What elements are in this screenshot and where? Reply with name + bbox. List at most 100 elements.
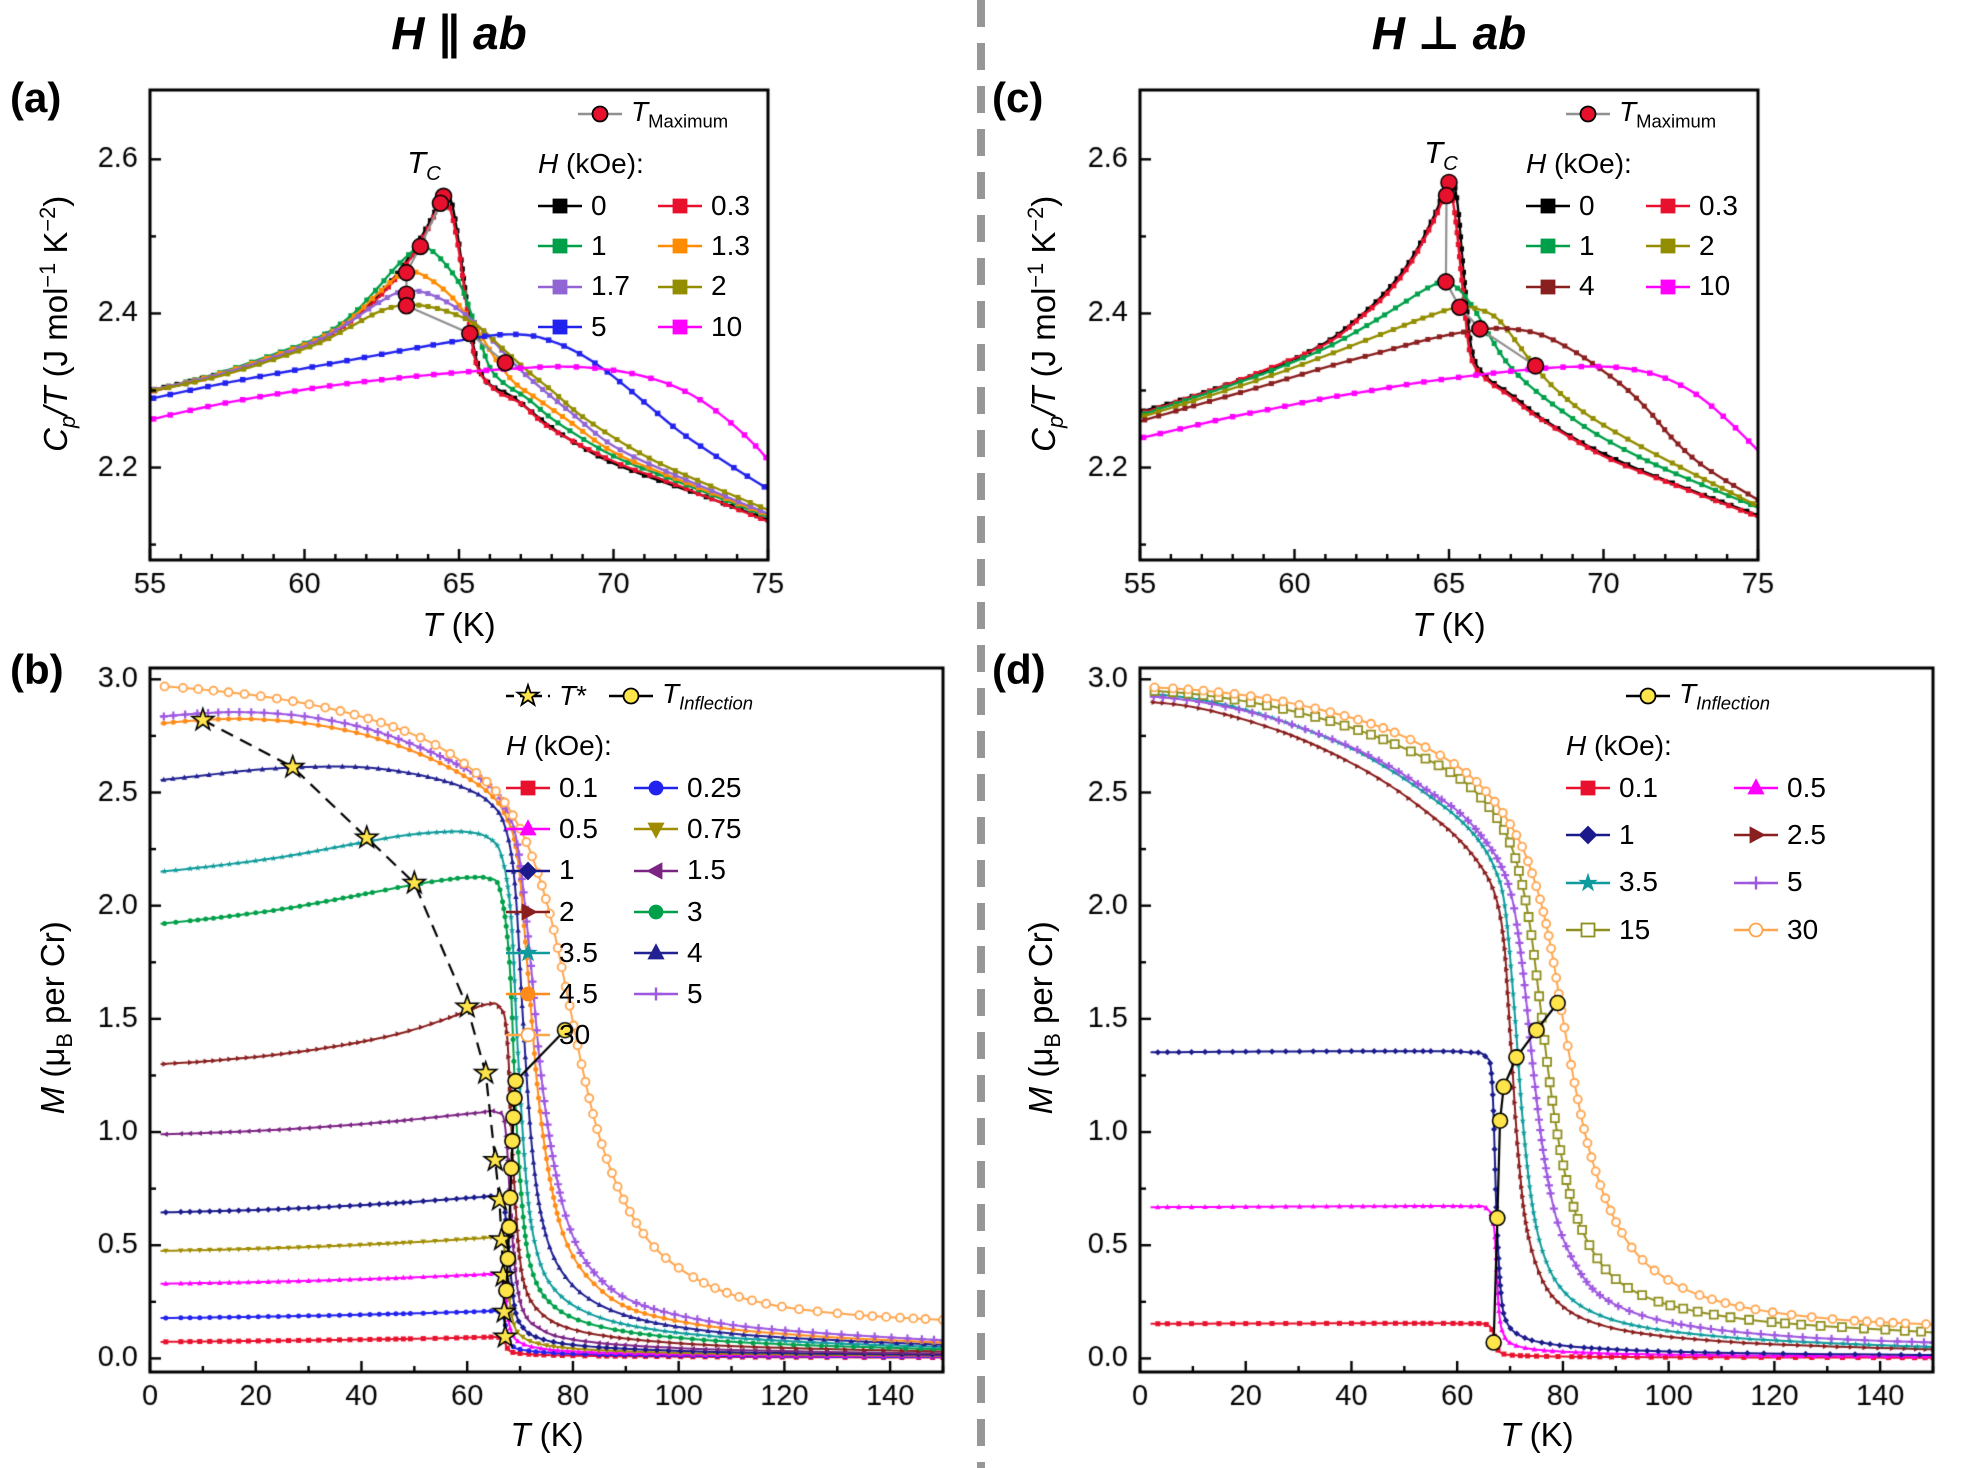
triangle-right-legend-swatch-icon <box>506 902 550 921</box>
legend-entry-label: 5 <box>1787 866 1803 898</box>
triangle-up-legend-swatch-icon <box>1734 778 1778 795</box>
legend-entry: 0.5 <box>504 813 632 845</box>
legend-entry: 0 <box>536 190 656 222</box>
legend-entry-label: 1 <box>1579 230 1595 262</box>
legend-entry-label: 2 <box>1699 230 1715 262</box>
circle-legend-swatch-icon <box>1566 105 1610 123</box>
legend-entry-label: 30 <box>1787 913 1819 945</box>
square-legend-swatch-icon <box>1646 279 1690 294</box>
legend-entry-label: 0 <box>591 190 607 222</box>
legend-entry: 1.7 <box>536 270 656 302</box>
legend-special-label: T* <box>559 679 588 711</box>
square-legend-swatch-icon <box>1526 238 1570 254</box>
legend-entry: 2.5 <box>1732 819 1882 851</box>
legend-entry-label: 10 <box>711 310 743 342</box>
legend-entry-label: 15 <box>1619 913 1651 945</box>
square-open-legend-swatch-icon <box>1566 922 1610 938</box>
legend-field-header: H (kOe): <box>1526 147 1632 179</box>
legend-entry-label: 1.3 <box>711 230 750 262</box>
plus-legend-swatch-icon <box>634 987 678 1001</box>
legend-field-header: H (kOe): <box>1566 729 1672 761</box>
circle-legend-swatch-icon <box>1626 687 1670 705</box>
legend-entry-label: 2 <box>559 895 575 927</box>
plus-legend-swatch-icon <box>1734 876 1778 889</box>
legend-entry: 3 <box>632 896 772 928</box>
legend-entry-label: 5 <box>591 310 607 342</box>
circle-open-legend-swatch-icon <box>506 1027 550 1043</box>
legend-field-header: H (kOe): <box>538 147 644 179</box>
square-legend-swatch-icon <box>658 238 702 254</box>
panel-b-y-axis-title: M (μB per Cr) <box>34 921 77 1115</box>
panel-b-label: (b) <box>10 646 64 693</box>
legend-entry-label: 0.1 <box>559 772 598 804</box>
legend-entry-label: 0.75 <box>687 813 742 845</box>
triangle-right-legend-swatch-icon <box>1734 826 1778 844</box>
square-legend-swatch-icon <box>538 198 582 214</box>
diamond-legend-swatch-icon <box>506 861 550 880</box>
left-column-title: H ∥ ab <box>391 7 527 59</box>
legend-entry: 4 <box>1524 270 1644 302</box>
legend-entry: 4 <box>632 937 772 969</box>
panel-a-tc-annotation: TC <box>407 144 441 185</box>
legend-entry: 1 <box>1524 230 1644 262</box>
legend-entry: 1.3 <box>656 230 771 262</box>
legend-entry: 1 <box>536 230 656 262</box>
legend-entry: 0.1 <box>1564 772 1732 804</box>
panel-d-label: (d) <box>992 646 1046 693</box>
square-legend-swatch-icon <box>538 238 582 254</box>
legend-entry-label: 0.5 <box>1787 772 1826 804</box>
legend-special-label: TInflection <box>1679 678 1771 714</box>
legend-entry: 30 <box>1732 914 1882 946</box>
square-legend-swatch-icon <box>658 279 702 294</box>
legend-entry: 0.25 <box>632 772 772 804</box>
legend-entry-label: 2.5 <box>1787 819 1826 851</box>
diamond-legend-swatch-icon <box>1566 825 1610 845</box>
legend-entry-label: 1 <box>591 230 607 262</box>
panel-a-y-axis-title: Cp/T (J mol−1 K−2) <box>35 195 80 452</box>
legend-entry: 5 <box>1732 866 1882 898</box>
panel-b-x-axis-title: T (K) <box>510 1416 584 1453</box>
legend-entry: 3.5 <box>1564 866 1732 898</box>
legend-special-entry: T* <box>504 680 587 712</box>
legend-entry: 0 <box>1524 190 1644 222</box>
legend-special-entry: TMaximum <box>1564 96 1716 132</box>
legend-entry: 5 <box>632 978 772 1010</box>
legend-entry-label: 4.5 <box>559 977 598 1009</box>
legend-entry-label: 0.5 <box>559 813 598 845</box>
legend-entry: 1 <box>504 854 632 886</box>
legend-entry-label: 0.3 <box>1699 190 1738 222</box>
star-legend-swatch-icon <box>506 942 550 962</box>
square-legend-swatch-icon <box>506 780 550 796</box>
legend-entry: 2 <box>504 896 632 928</box>
legend-entry: 1.5 <box>632 854 772 886</box>
legend-entry-label: 0.3 <box>711 190 750 222</box>
legend-entry: 4.5 <box>504 978 632 1010</box>
legend-entry: 2 <box>656 270 771 302</box>
square-legend-swatch-icon <box>1646 238 1690 254</box>
legend-entry: 1 <box>1564 819 1732 851</box>
square-legend-swatch-icon <box>1526 279 1570 294</box>
legend-entry-label: 1.5 <box>687 854 726 886</box>
square-legend-swatch-icon <box>658 198 702 214</box>
legend-entry: 30 <box>504 1019 632 1051</box>
legend-entry-label: 1 <box>559 854 575 886</box>
legend-entry: 0.1 <box>504 772 632 804</box>
circle-legend-swatch-icon <box>634 780 678 796</box>
panel-c-tc-annotation: TC <box>1424 134 1458 175</box>
legend-entry: 0.75 <box>632 813 772 845</box>
legend-special-entry: TInflection <box>1624 678 1770 714</box>
legend-entry-label: 5 <box>687 977 703 1009</box>
panel-d-y-axis-title: M (μB per Cr) <box>1022 921 1065 1115</box>
legend-entry-label: 10 <box>1699 270 1731 302</box>
legend-entry: 15 <box>1564 914 1732 946</box>
legend-field-header: H (kOe): <box>506 729 612 761</box>
right-column-title: H ⊥ ab <box>1371 7 1527 59</box>
square-legend-swatch-icon <box>538 319 582 335</box>
triangle-up-legend-swatch-icon <box>634 943 678 960</box>
legend-entry: 2 <box>1644 230 1759 262</box>
panel-d-legend: TInflection H (kOe): 0.1 0.5 1 2.5 3.5 5 15 30 <box>1564 678 1882 946</box>
square-legend-swatch-icon <box>1646 198 1690 214</box>
legend-entry-label: 0.25 <box>687 772 742 804</box>
triangle-up-legend-swatch-icon <box>506 819 550 836</box>
square-legend-swatch-icon <box>1526 198 1570 214</box>
